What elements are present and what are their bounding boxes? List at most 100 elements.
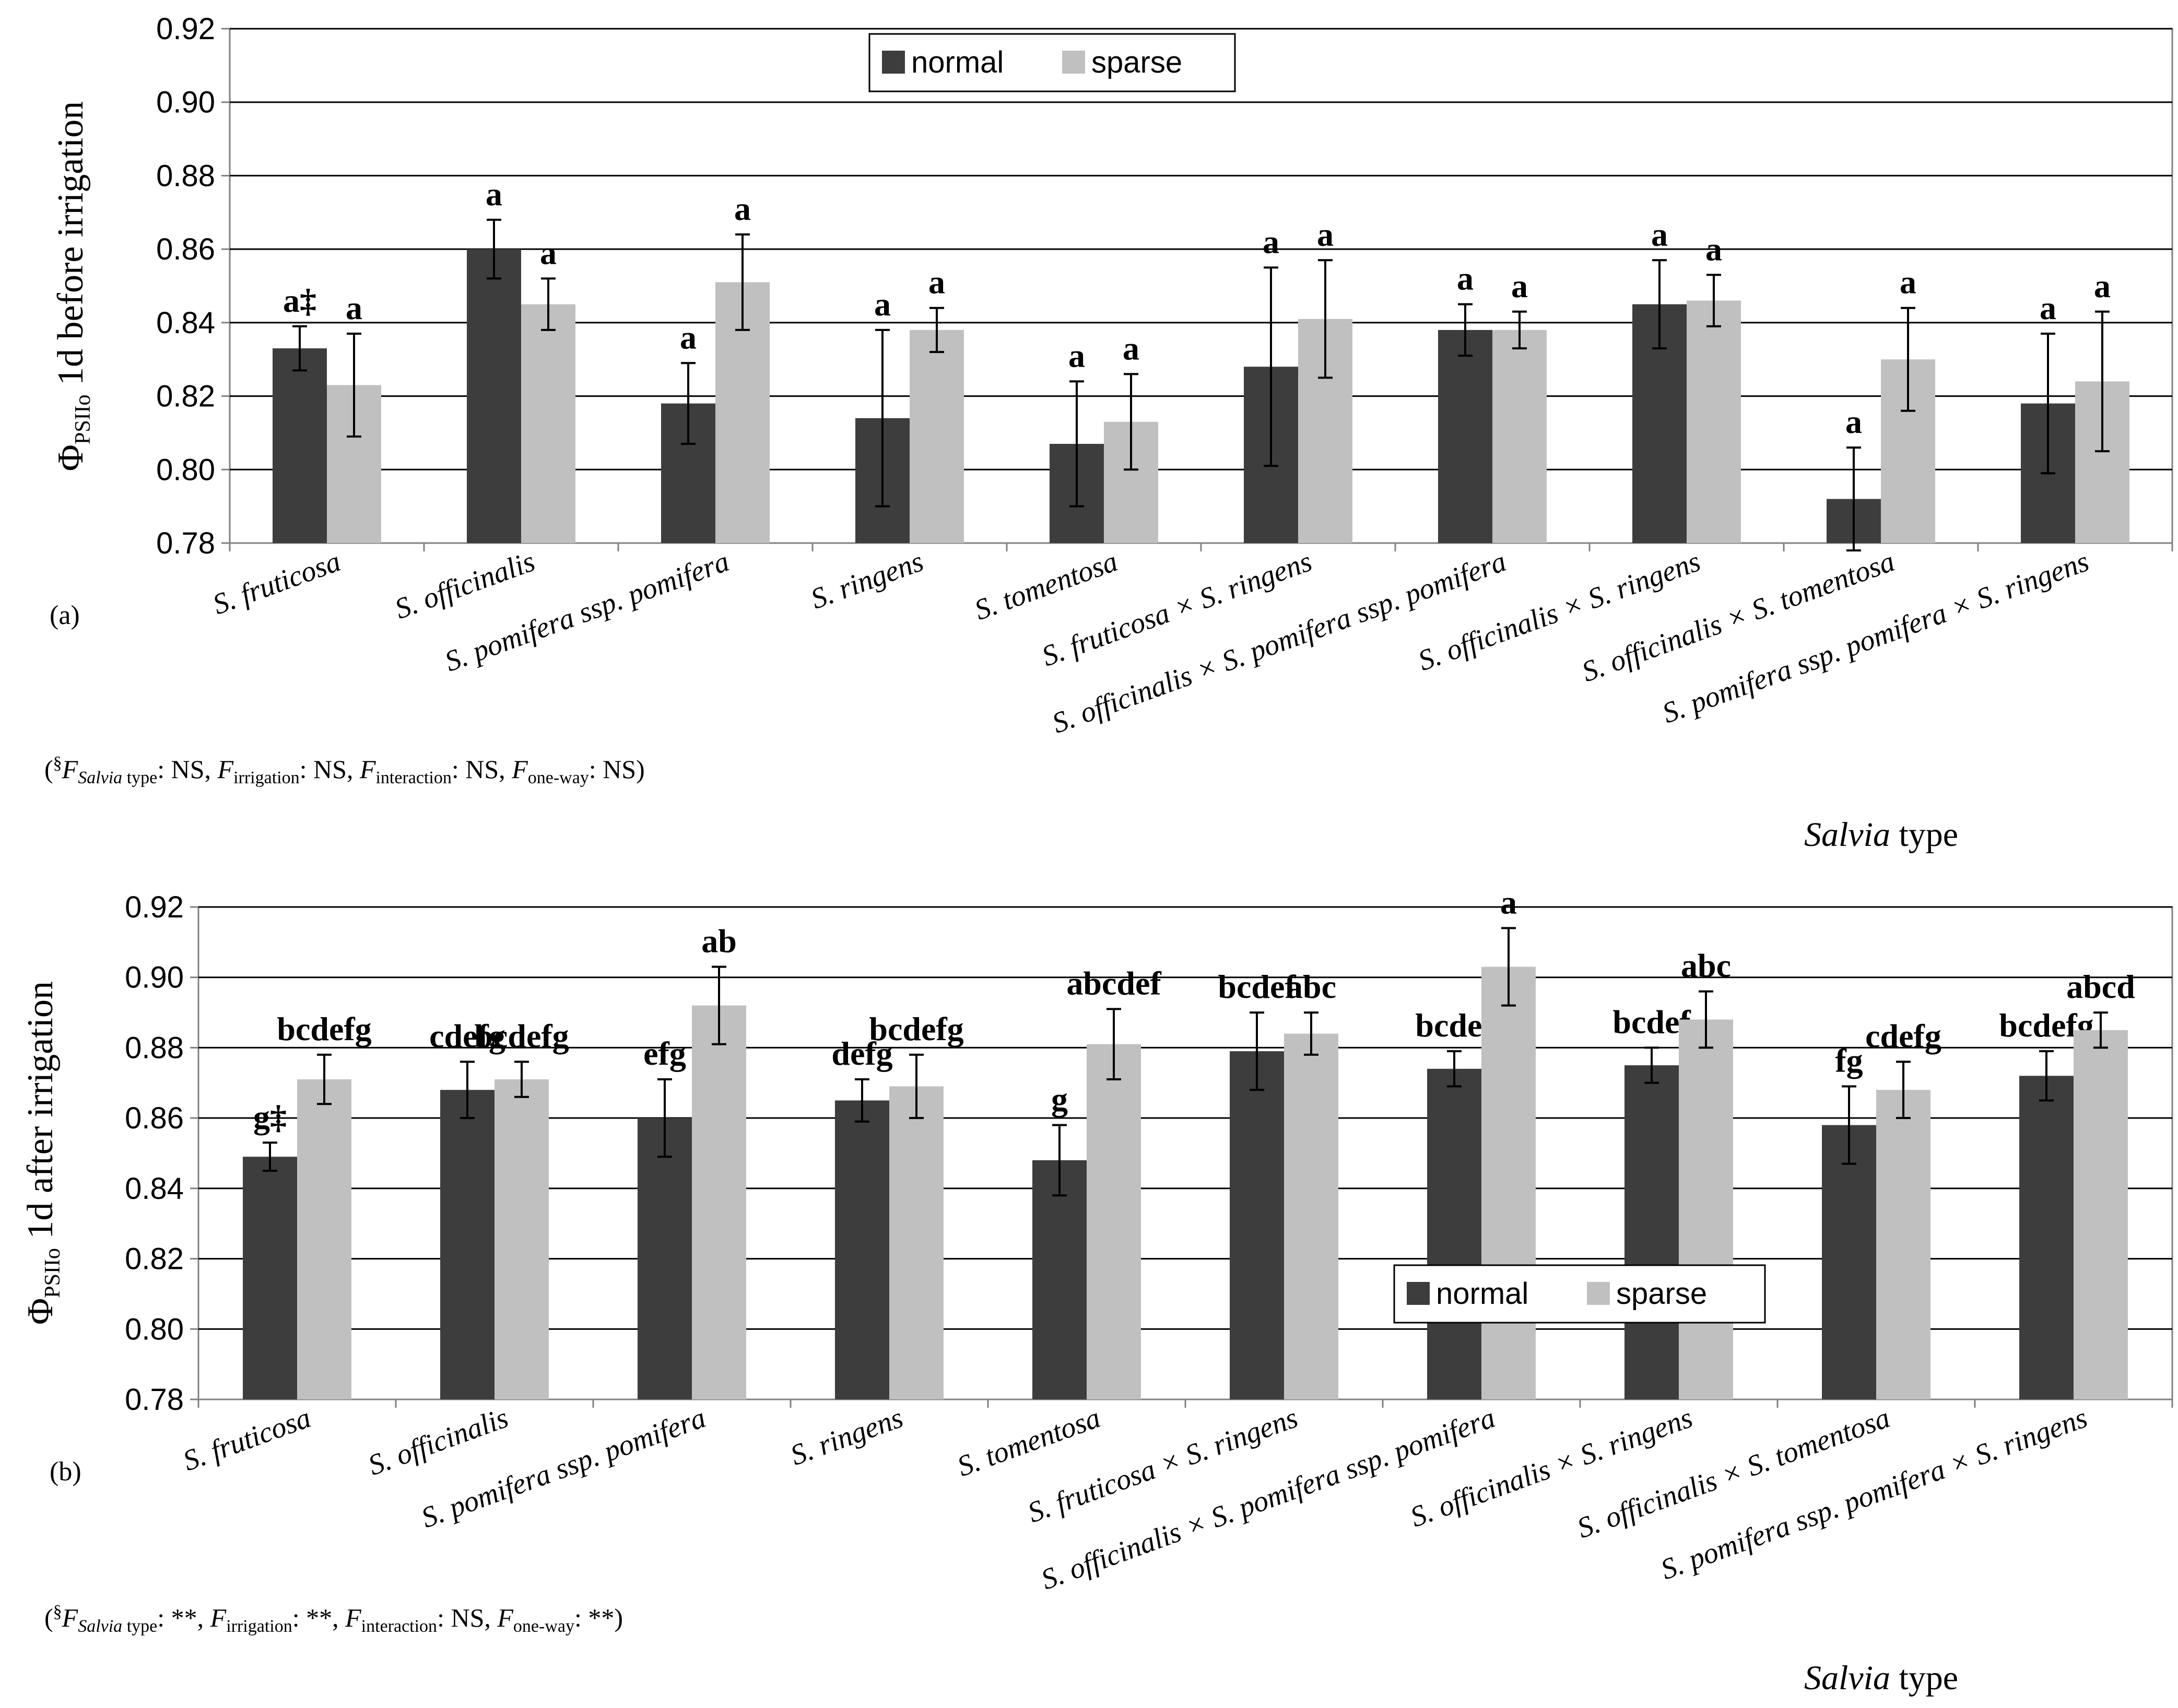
- bar-normal: [273, 348, 327, 543]
- bar-sparse: [1687, 300, 1741, 543]
- panel-label: (b): [50, 1457, 81, 1487]
- legend-label-sparse: sparse: [1091, 45, 1182, 79]
- y-tick-label: 0.90: [156, 86, 215, 120]
- bar-sparse: [910, 329, 964, 543]
- significance-label: a: [734, 190, 751, 227]
- significance-label: a: [1845, 403, 1862, 440]
- bar-normal: [440, 1090, 495, 1399]
- significance-label: bcdefg: [474, 1017, 569, 1054]
- significance-label: a: [2040, 289, 2056, 326]
- significance-label: bcdef: [1218, 968, 1296, 1005]
- category-label: S. officinalis × S. tomentosa: [1573, 1401, 1894, 1545]
- category-label: S. ringens: [807, 545, 928, 616]
- bar-sparse: [1492, 329, 1547, 543]
- bar-sparse: [1284, 1033, 1338, 1399]
- bar-normal: [835, 1100, 889, 1399]
- legend-swatch-normal: [1407, 1282, 1430, 1305]
- y-tick-label: 0.88: [156, 159, 215, 193]
- legend-label-sparse: sparse: [1616, 1277, 1707, 1311]
- legend-label-normal: normal: [1436, 1277, 1528, 1311]
- bar-sparse: [2074, 1030, 2128, 1399]
- panel-b-chart: 0.780.800.820.840.860.880.900.92g‡bcdefg…: [20, 884, 2173, 1697]
- y-tick-label: 0.78: [156, 526, 215, 560]
- significance-label: bcdef: [1612, 1003, 1691, 1040]
- significance-label: a: [1263, 223, 1279, 260]
- x-axis-label: Salvia type: [1804, 816, 1958, 854]
- significance-label: a: [1457, 260, 1474, 297]
- legend: normal sparse: [868, 33, 1236, 92]
- significance-label: a: [1900, 264, 1916, 301]
- significance-label: a: [346, 289, 362, 326]
- bar-sparse: [1087, 1044, 1141, 1399]
- significance-label: a: [874, 286, 891, 323]
- y-tick-label: 0.86: [125, 1101, 184, 1135]
- y-tick-label: 0.78: [125, 1383, 184, 1417]
- y-axis-label: ΦPSIIo 1d after irrigation: [20, 981, 65, 1325]
- significance-label: a: [1123, 329, 1139, 367]
- significance-label: g: [1051, 1081, 1068, 1118]
- significance-label: ab: [701, 923, 737, 960]
- significance-label: g‡: [253, 1098, 287, 1135]
- significance-label: defg: [831, 1035, 892, 1072]
- y-tick-label: 0.92: [125, 890, 184, 924]
- y-tick-label: 0.82: [156, 380, 215, 414]
- significance-label: bcdef: [1415, 1007, 1493, 1044]
- category-label: S. officinalis × S. tomentosa: [1577, 545, 1899, 688]
- y-tick-label: 0.88: [125, 1031, 184, 1065]
- bar-normal: [2019, 1076, 2074, 1399]
- legend: normal sparse: [1393, 1264, 1766, 1324]
- category-label: S. fruticosa: [179, 1401, 315, 1478]
- significance-label: abc: [1681, 947, 1731, 984]
- legend-box: [1393, 1264, 1766, 1324]
- legend-box: [868, 33, 1236, 92]
- y-axis-label: ΦPSIIo 1d before irrigation: [51, 101, 95, 472]
- significance-label: a: [540, 234, 557, 271]
- significance-label: a: [1651, 216, 1668, 253]
- legend-swatch-normal: [882, 51, 905, 74]
- y-tick-label: 0.92: [156, 12, 215, 46]
- bar-normal: [1438, 329, 1492, 543]
- y-tick-label: 0.84: [156, 306, 215, 340]
- significance-label: bcdefg: [869, 1010, 963, 1047]
- bar-normal: [1822, 1125, 1876, 1399]
- bar-normal: [1032, 1160, 1087, 1399]
- significance-label: a: [2094, 267, 2111, 304]
- y-tick-label: 0.90: [125, 961, 184, 995]
- x-axis-label: Salvia type: [1804, 1659, 1958, 1697]
- significance-label: cdefg: [429, 1017, 505, 1054]
- bar-sparse: [1481, 967, 1536, 1399]
- significance-label: a: [1500, 884, 1517, 921]
- category-label: S. officinalis: [391, 545, 539, 626]
- category-label: S. fruticosa: [209, 545, 345, 621]
- significance-label: fg: [1835, 1042, 1863, 1079]
- category-label: S. ringens: [786, 1401, 908, 1472]
- bar-normal: [1427, 1068, 1481, 1399]
- bar-sparse: [692, 1005, 746, 1399]
- bar-sparse: [1876, 1090, 1930, 1399]
- significance-label: cdefg: [1865, 1017, 1941, 1054]
- category-label: S. tomentosa: [970, 545, 1122, 627]
- bar-normal: [243, 1157, 297, 1399]
- significance-label: abc: [1286, 968, 1336, 1005]
- y-tick-label: 0.80: [125, 1312, 184, 1346]
- significance-label: a: [1511, 267, 1528, 304]
- significance-label: a: [1317, 216, 1334, 253]
- legend-swatch-sparse: [1062, 51, 1085, 74]
- significance-label: a‡: [283, 282, 316, 319]
- significance-label: a: [1068, 337, 1085, 374]
- bar-normal: [467, 249, 521, 544]
- significance-label: a: [1705, 230, 1722, 267]
- significance-label: abcdef: [1066, 964, 1161, 1002]
- panel-a-chart: 0.78 0.80 0.82 0.84 0.86 0.88 0.90 0.92 a‡ a S. fr…: [44, 12, 2173, 854]
- bar-sparse: [1679, 1019, 1733, 1399]
- bar-sparse: [297, 1079, 351, 1399]
- significance-label: a: [928, 264, 945, 301]
- y-tick-label: 0.86: [156, 232, 215, 266]
- significance-label: bcdefg: [277, 1010, 371, 1047]
- y-tick-label: 0.84: [125, 1172, 184, 1206]
- bar-sparse: [889, 1086, 944, 1399]
- bar-normal: [1230, 1051, 1284, 1399]
- y-tick-label: 0.82: [125, 1242, 184, 1276]
- significance-label: efg: [643, 1035, 686, 1072]
